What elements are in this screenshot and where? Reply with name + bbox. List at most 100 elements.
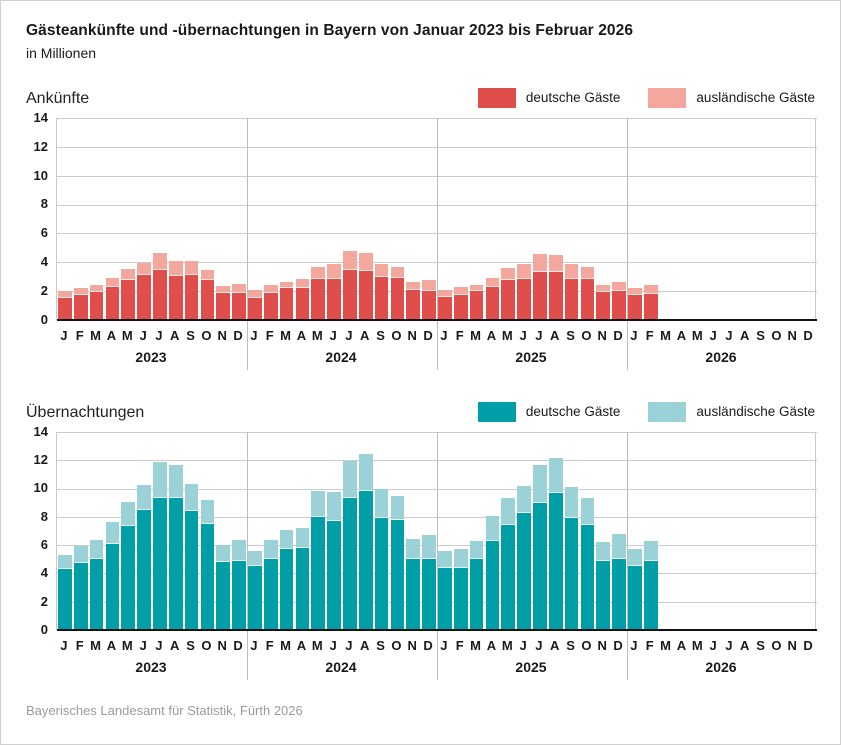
month-tick-label: M <box>501 637 513 653</box>
month-tick-label: F <box>455 637 464 653</box>
month-tick-label: J <box>60 637 68 653</box>
bar-foreign <box>279 281 294 289</box>
month-tick-label: F <box>455 327 464 343</box>
month-tick-label: O <box>581 637 592 653</box>
month-tick-label: D <box>233 327 243 343</box>
bar-domestic <box>121 280 136 320</box>
overnight-stays-chart-title: Übernachtungen <box>26 403 145 421</box>
legend-label-domestic: deutsche Gäste <box>525 404 621 420</box>
bar-domestic <box>327 521 341 630</box>
month-tick-label: J <box>725 637 733 653</box>
y-tick-label: 0 <box>40 621 48 637</box>
month-tick-label: O <box>581 327 592 343</box>
bar-foreign <box>263 540 278 559</box>
bar-foreign <box>548 458 563 494</box>
y-tick-label: 4 <box>40 565 48 581</box>
month-tick-label: J <box>440 327 448 343</box>
bar-foreign <box>295 278 310 289</box>
bar-foreign <box>533 253 547 273</box>
bar-foreign <box>58 554 72 570</box>
bar-domestic <box>263 558 278 630</box>
month-tick-label: M <box>121 327 133 343</box>
bar-foreign <box>596 541 611 561</box>
bar-foreign <box>121 269 136 281</box>
year-separator-line <box>627 431 628 680</box>
bar-domestic <box>517 278 531 320</box>
bar-domestic <box>501 524 516 630</box>
bar-domestic <box>612 559 626 630</box>
bar-domestic <box>216 562 231 630</box>
month-tick-label: O <box>391 327 402 343</box>
bar-foreign <box>438 550 452 568</box>
month-tick-label: F <box>75 637 84 653</box>
bar-domestic <box>216 293 231 320</box>
year-axis: 2023 2024 2025 2026 <box>56 345 816 369</box>
year-axis: 2023 2024 2025 2026 <box>56 655 816 679</box>
arrivals-chart-header: Ankünfte deutsche Gäste ausländische Gäs… <box>26 80 815 108</box>
month-tick-label: J <box>519 327 527 343</box>
bar-domestic <box>105 287 120 320</box>
y-tick-label: 14 <box>33 109 48 125</box>
bar-foreign <box>73 545 88 564</box>
bar-domestic <box>422 291 436 320</box>
y-tick-label: 4 <box>40 254 48 270</box>
bar-domestic <box>612 291 626 320</box>
arrivals-legend: deutsche Gäste ausländische Gäste <box>477 87 815 108</box>
month-tick-label: N <box>787 327 797 343</box>
bar-foreign <box>612 281 626 292</box>
arrivals-chart-body: 0 2 4 6 8 10 12 14 <box>26 110 817 370</box>
bar-domestic <box>596 291 611 320</box>
bar-foreign <box>311 491 326 517</box>
bar-domestic <box>643 560 658 630</box>
bar-domestic <box>406 558 421 630</box>
bar-foreign <box>564 487 579 519</box>
year-separator-line <box>437 431 438 680</box>
bar-domestic <box>438 567 452 630</box>
month-tick-label: D <box>613 637 623 653</box>
month-tick-label: M <box>470 637 481 653</box>
month-tick-label: J <box>139 327 147 343</box>
month-tick-label: J <box>630 327 638 343</box>
bar-foreign <box>628 288 642 295</box>
bar-foreign <box>153 252 167 271</box>
legend-label-foreign: ausländische Gäste <box>696 90 815 106</box>
bar-domestic <box>453 295 468 320</box>
month-tick-label: A <box>486 637 497 653</box>
y-tick-label: 12 <box>33 138 48 154</box>
month-tick-label: J <box>345 637 353 653</box>
bar-domestic <box>533 502 547 630</box>
bar-domestic <box>105 543 120 630</box>
bar-foreign <box>184 260 199 276</box>
bar-foreign <box>533 465 547 503</box>
month-tick-label: J <box>139 637 147 653</box>
bar-foreign <box>295 528 310 548</box>
bar-domestic <box>89 558 104 630</box>
month-tick-label: J <box>535 327 543 343</box>
month-tick-label: A <box>360 327 370 343</box>
y-tick-label: 10 <box>33 167 48 183</box>
x-axis-line <box>57 318 817 321</box>
bar-foreign <box>232 540 246 562</box>
bar-domestic <box>279 548 294 630</box>
month-tick-label: J <box>329 637 337 653</box>
month-tick-label: F <box>265 327 274 343</box>
bar-domestic <box>548 493 563 630</box>
month-tick-label: A <box>170 637 180 653</box>
month-tick-label: M <box>660 637 671 653</box>
bar-foreign <box>232 283 246 294</box>
month-tick-label: M <box>90 327 101 343</box>
bar-domestic <box>73 563 88 630</box>
month-tick-label: O <box>201 637 212 653</box>
bar-foreign <box>216 545 231 563</box>
month-tick-label: J <box>250 327 258 343</box>
month-tick-label: A <box>296 637 307 653</box>
year-separator-line <box>247 431 248 680</box>
bar-foreign <box>327 263 341 279</box>
bar-foreign <box>343 460 357 498</box>
bar-foreign <box>279 530 294 549</box>
bar-domestic <box>311 278 326 320</box>
bar-domestic <box>168 497 183 630</box>
month-tick-label: O <box>771 327 782 343</box>
bar-domestic <box>58 298 72 320</box>
bar-foreign <box>469 284 484 292</box>
